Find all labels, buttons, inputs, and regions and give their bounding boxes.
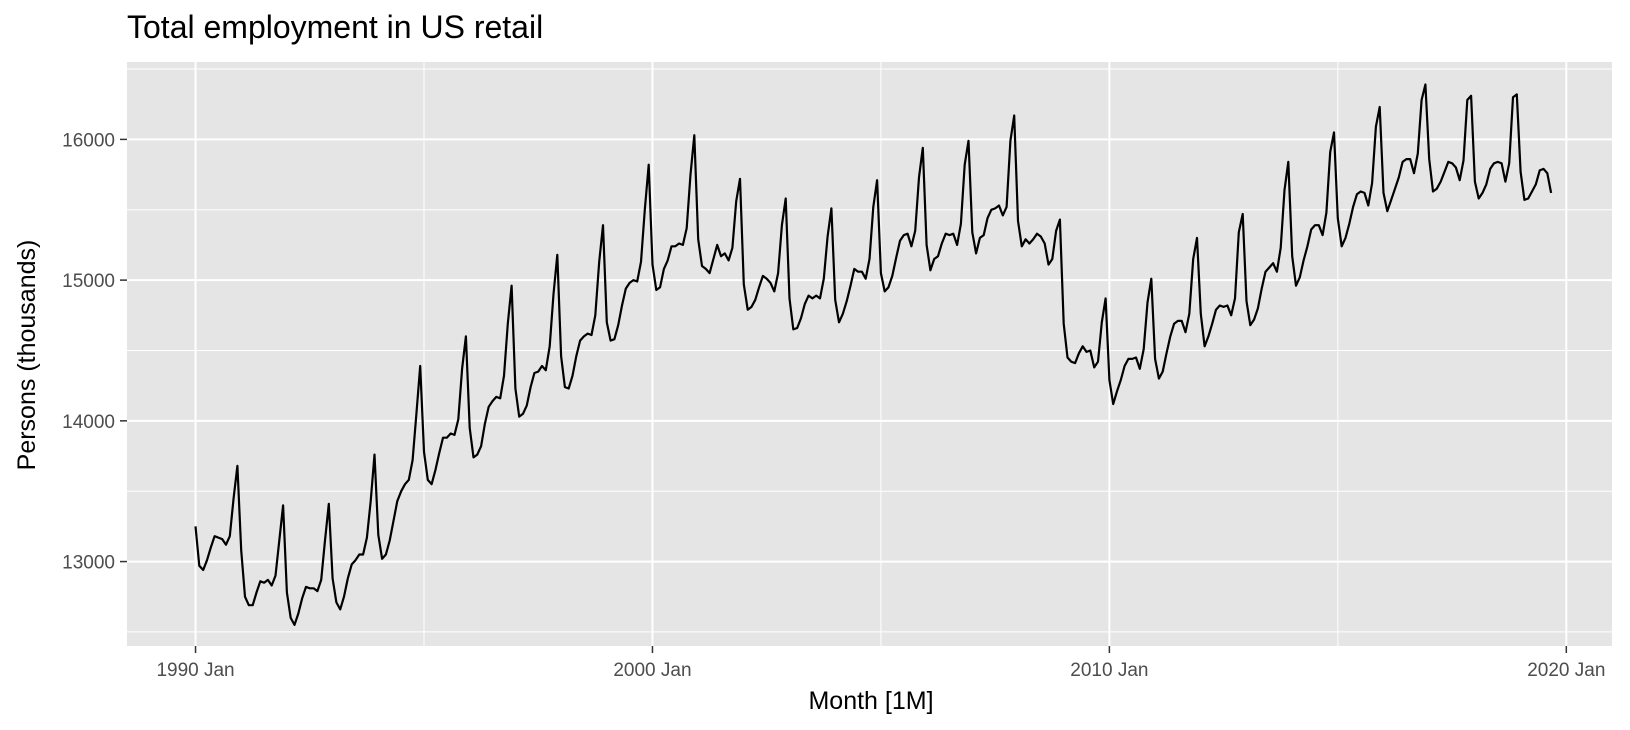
y-axis: 13000 14000 15000 16000 (62, 130, 127, 574)
major-gridlines (127, 62, 1612, 646)
x-tick-label: 2000 Jan (613, 660, 691, 681)
y-tick-label: 16000 (62, 130, 115, 151)
x-axis: 1990 Jan 2000 Jan 2010 Jan 2020 Jan (156, 646, 1605, 681)
y-tick-label: 14000 (62, 412, 115, 433)
chart-title: Total employment in US retail (127, 9, 543, 45)
plot-panel (127, 62, 1612, 646)
x-tick-label: 1990 Jan (156, 660, 234, 681)
y-tick-label: 13000 (62, 553, 115, 574)
y-axis-title: Persons (thousands) (13, 240, 41, 471)
y-tick-label: 15000 (62, 271, 115, 292)
x-tick-label: 2010 Jan (1070, 660, 1148, 681)
series-line (194, 83, 1553, 626)
x-axis-title: Month [1M] (808, 687, 933, 715)
minor-gridlines (127, 62, 1612, 646)
x-tick-label: 2020 Jan (1527, 660, 1605, 681)
